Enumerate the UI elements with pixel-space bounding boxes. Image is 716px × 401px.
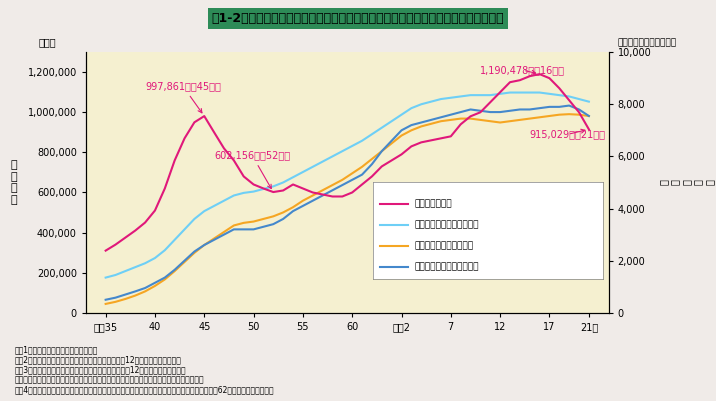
Text: 915,029人（21年）: 915,029人（21年） <box>530 129 606 139</box>
Text: （万人，万台，億キロ）: （万人，万台，億キロ） <box>617 38 677 47</box>
Y-axis label: 死
傷
者
数: 死 傷 者 数 <box>11 160 17 205</box>
Text: 2　運転免許保有者数は警察庁資料により，各年12月末現在の値である。: 2 運転免許保有者数は警察庁資料により，各年12月末現在の値である。 <box>14 355 181 364</box>
Text: （人）: （人） <box>39 37 57 47</box>
Text: 第1-2図　死傷者数，運転免許保有者数，自動車保有台数及び自動車走行キロの推移: 第1-2図 死傷者数，運転免許保有者数，自動車保有台数及び自動車走行キロの推移 <box>212 12 504 25</box>
Text: 602,156人（52年）: 602,156人（52年） <box>214 150 290 188</box>
Text: 4　自動車走行キロは国土交通省資料により，各年度の値である。軽自動車によるものは昭和62年度から計上された。: 4 自動車走行キロは国土交通省資料により，各年度の値である。軽自動車によるものは… <box>14 385 274 394</box>
Text: 1,190,478人（16年）: 1,190,478人（16年） <box>480 65 566 75</box>
Text: 3　自動車保有台数は国土交通省資料により，各年12月末現在の値である。: 3 自動車保有台数は国土交通省資料により，各年12月末現在の値である。 <box>14 365 186 374</box>
Text: 注　1　死傷者数は警察庁資料による。: 注 1 死傷者数は警察庁資料による。 <box>14 345 97 354</box>
Text: 997,861人（45年）: 997,861人（45年） <box>145 81 221 113</box>
Y-axis label: 運
転
免
許
保
有
者
数
・
自
動
車
保
有
台
数
・
自
動
車
走
行
 キ
ロ: 運 転 免 許 保 有 者 数 ・ 自 動 車 保 有 台 数 ・ 自 動 車 … <box>658 178 716 187</box>
Text: 保有台数には第１種及び第２種原動機付自転車並びに小型特殊自動車を含まない。: 保有台数には第１種及び第２種原動機付自転車並びに小型特殊自動車を含まない。 <box>14 375 204 384</box>
